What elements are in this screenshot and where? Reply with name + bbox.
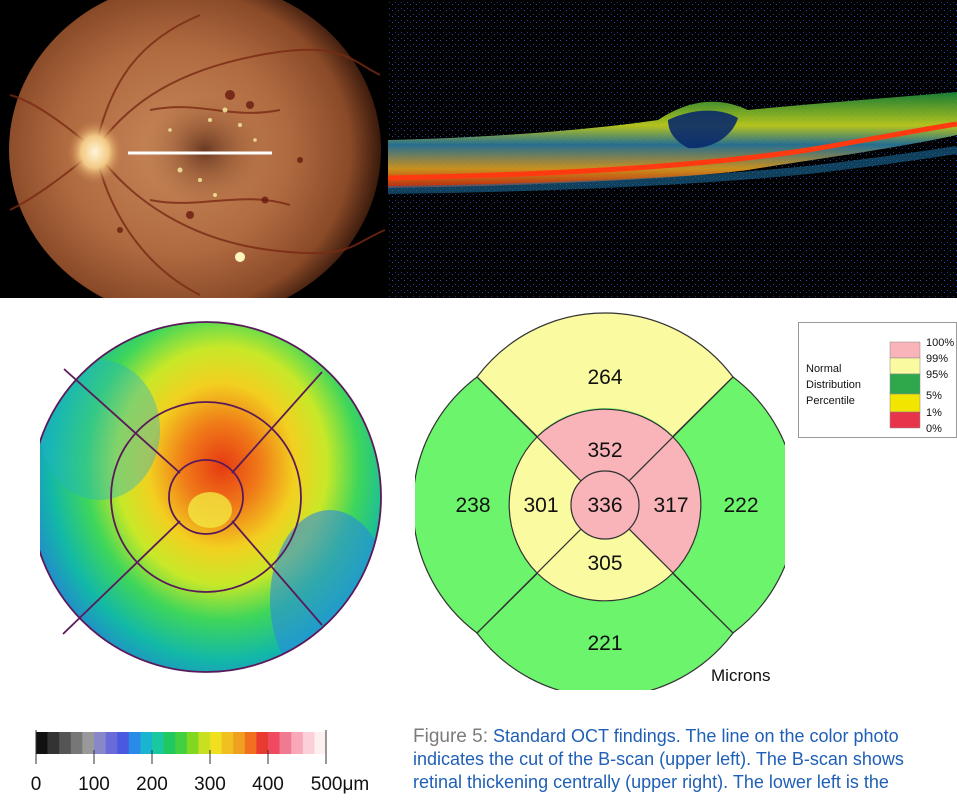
value-nasal-outer: 222 — [723, 494, 758, 517]
colorbar-cell — [163, 732, 176, 754]
colorbar-cell — [256, 732, 269, 754]
units-label: Microns — [711, 666, 771, 685]
colorbar-cell — [314, 732, 327, 754]
colorbar-tick-100: 100 — [78, 774, 110, 795]
value-temporal-inner: 301 — [523, 494, 558, 517]
colorbar-cell — [140, 732, 153, 754]
colorbar-cell — [128, 732, 141, 754]
thickness-colorbar: 0 100 200 300 400 500μm — [31, 730, 369, 795]
value-temporal-outer: 238 — [455, 494, 490, 517]
value-inferior-inner: 305 — [587, 552, 622, 575]
legend-title-line-2: Distribution — [806, 379, 861, 391]
legend-tick-0: 0% — [926, 423, 942, 435]
legend-swatch — [889, 393, 921, 413]
colorbar-cell — [70, 732, 83, 754]
figure-label: Figure 5: — [413, 726, 488, 747]
retinal-thickness-map — [40, 321, 382, 673]
legend-swatch — [889, 357, 921, 375]
colorbar-cell — [221, 732, 234, 754]
legend-tick-99: 99% — [926, 353, 948, 365]
fundus-photo — [0, 0, 388, 298]
colorbar-cell — [233, 732, 246, 754]
colorbar-tick-300: 300 — [194, 774, 226, 795]
colorbar-cell — [47, 732, 60, 754]
colorbar-cell — [186, 732, 199, 754]
legend-title-line-3: Percentile — [806, 395, 855, 407]
legend-swatches — [889, 341, 921, 429]
fundus-image — [9, 0, 386, 298]
value-superior-inner: 352 — [587, 439, 622, 462]
colorbar-cell — [36, 732, 48, 754]
percentile-legend: Normal Distribution Percentile 100% 99% … — [798, 322, 957, 438]
value-inferior-outer: 221 — [587, 632, 622, 655]
colorbar-cell — [152, 732, 164, 754]
colorbar-cells — [36, 732, 327, 754]
legend-tick-95: 95% — [926, 369, 948, 381]
colorbar-cell — [291, 732, 304, 754]
colorbar-tick-400: 400 — [252, 774, 284, 795]
colorbar-cell — [244, 732, 257, 754]
colorbar-cell — [268, 732, 280, 754]
colorbar-cell — [210, 732, 222, 754]
colorbar-cell — [175, 732, 188, 754]
legend-tick-5: 5% — [926, 390, 942, 402]
value-superior-outer: 264 — [587, 366, 622, 389]
sector-central — [570, 470, 640, 540]
colorbar-cell — [105, 732, 118, 754]
colorbar-tick-500: 500μm — [311, 774, 369, 795]
colorbar-cell — [198, 732, 211, 754]
colorbar-cell — [82, 732, 95, 754]
legend-swatch — [889, 341, 921, 359]
legend-title-line-1: Normal — [806, 363, 841, 375]
colorbar-cell — [94, 732, 106, 754]
oct-b-scan — [388, 0, 957, 298]
colorbar-tick-200: 200 — [136, 774, 168, 795]
value-central: 336 — [587, 494, 622, 517]
caption-text: Standard OCT findings. The line on the c… — [413, 726, 904, 792]
colorbar-cell — [59, 732, 72, 754]
colorbar-cell — [302, 732, 315, 754]
legend-swatch — [889, 411, 921, 429]
legend-tick-1: 1% — [926, 407, 942, 419]
colorbar-tick-0: 0 — [31, 774, 42, 795]
legend-tick-100: 100% — [926, 337, 954, 349]
value-nasal-inner: 317 — [653, 494, 688, 517]
colorbar-cell — [117, 732, 130, 754]
figure-caption: Figure 5: Standard OCT findings. The lin… — [413, 725, 953, 794]
legend-swatch — [889, 373, 921, 395]
b-scan-image — [388, 0, 957, 298]
colorbar-cell — [279, 732, 292, 754]
etdrs-grid: 264 352 238 301 336 317 222 305 221 Micr… — [415, 312, 785, 690]
